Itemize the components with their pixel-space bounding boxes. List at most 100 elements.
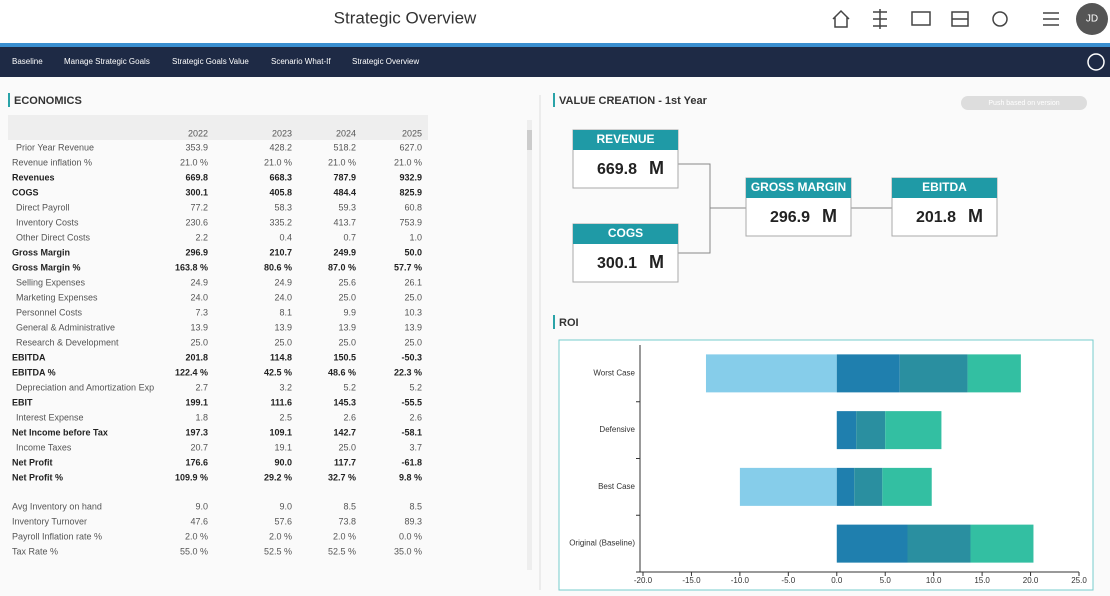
cell: 80.6 % <box>264 262 292 272</box>
bar <box>899 354 968 393</box>
row-label: EBITDA <box>12 352 46 362</box>
y-tick-label: Original (Baseline) <box>569 539 635 548</box>
cell: 8.5 <box>343 501 356 511</box>
nav-item[interactable]: Scenario What-If <box>271 57 331 66</box>
node-label: EBITDA <box>922 180 967 194</box>
menu-icon[interactable] <box>1043 12 1059 26</box>
cell: 296.9 <box>185 247 208 257</box>
row-label: Marketing Expenses <box>16 292 98 302</box>
cell: 753.9 <box>399 217 422 227</box>
bar <box>885 411 942 450</box>
nav-item[interactable]: Manage Strategic Goals <box>64 57 150 66</box>
cell: 932.9 <box>399 172 422 182</box>
cell: 25.6 <box>338 277 356 287</box>
cell: 25.0 <box>338 442 356 452</box>
nav-item[interactable]: Baseline <box>12 57 43 66</box>
bar <box>907 524 971 563</box>
cell: 59.3 <box>338 202 356 212</box>
card-icon[interactable] <box>911 11 931 26</box>
page-title: Strategic Overview <box>334 8 477 27</box>
cell: 199.1 <box>185 397 208 407</box>
home-icon[interactable] <box>832 9 850 28</box>
cell: 300.1 <box>185 187 208 197</box>
bar <box>967 354 1021 393</box>
cell: 3.2 <box>279 382 292 392</box>
cell: 150.5 <box>333 352 356 362</box>
nav-item[interactable]: Strategic Goals Value <box>172 57 249 66</box>
cell: 335.2 <box>269 217 292 227</box>
cell: 57.7 % <box>394 262 422 272</box>
cell: 109.9 % <box>175 472 208 482</box>
cell: 5.2 <box>343 382 356 392</box>
row-label: Revenues <box>12 172 55 182</box>
cell: 22.3 % <box>394 367 422 377</box>
cell: 25.0 <box>190 337 208 347</box>
cell: 109.1 <box>269 427 292 437</box>
bar <box>836 411 857 450</box>
row-label: General & Administrative <box>16 322 115 332</box>
cell: 353.9 <box>185 142 208 152</box>
scrollbar <box>527 120 532 570</box>
row-label: Inventory Turnover <box>12 516 87 526</box>
row-label: Net Profit % <box>12 472 63 482</box>
cell: 73.8 <box>338 516 356 526</box>
cell: 24.9 <box>190 277 208 287</box>
cell: 57.6 <box>274 516 292 526</box>
cell: 2.2 <box>195 232 208 242</box>
cell: 413.7 <box>333 217 356 227</box>
cell: 2.0 % <box>269 531 292 541</box>
nav-item[interactable]: Strategic Overview <box>352 57 419 66</box>
section-title: VALUE CREATION - 1st Year <box>559 95 708 107</box>
cell: -55.5 <box>401 397 422 407</box>
cell: 9.0 <box>279 501 292 511</box>
cell: 42.5 % <box>264 367 292 377</box>
cell: 89.3 <box>404 516 422 526</box>
cell: 55.0 % <box>180 546 208 556</box>
avatar[interactable] <box>1076 3 1108 35</box>
scroll-thumb[interactable] <box>527 130 532 150</box>
info-icon[interactable] <box>1087 53 1105 71</box>
org-icon[interactable] <box>951 11 969 27</box>
cell: 405.8 <box>269 187 292 197</box>
hierarchy-icon[interactable] <box>873 9 887 29</box>
row-label: COGS <box>12 187 39 197</box>
cell: 2.0 % <box>185 531 208 541</box>
cell: 142.7 <box>333 427 356 437</box>
row-label: Research & Development <box>16 337 119 347</box>
bar <box>856 411 886 450</box>
cell: 668.3 <box>269 172 292 182</box>
row-label: Net Profit <box>12 457 53 467</box>
column-header: 2023 <box>272 128 292 138</box>
node-label: REVENUE <box>596 132 654 146</box>
cell: 13.9 <box>404 322 422 332</box>
section-title: ROI <box>559 317 579 329</box>
cell: 24.9 <box>274 277 292 287</box>
node-header <box>892 178 997 198</box>
cell: 24.0 <box>190 292 208 302</box>
cell: 2.6 <box>343 412 356 422</box>
cell: 3.7 <box>409 442 422 452</box>
node-header <box>573 130 678 150</box>
cell: 77.2 <box>190 202 208 212</box>
cell: 2.0 % <box>333 531 356 541</box>
cell: 58.3 <box>274 202 292 212</box>
x-tick-label: 25.0 <box>1071 576 1087 585</box>
cell: 25.0 <box>404 292 422 302</box>
node-value: 296.9 <box>770 209 810 226</box>
cell: 90.0 <box>274 457 292 467</box>
node-unit: M <box>822 206 837 226</box>
cell: 25.0 <box>338 292 356 302</box>
y-tick-label: Worst Case <box>593 368 635 377</box>
column-header: 2025 <box>402 128 422 138</box>
cell: 197.3 <box>185 427 208 437</box>
row-label: EBIT <box>12 397 33 407</box>
cell: 47.6 <box>190 516 208 526</box>
cell: 428.2 <box>269 142 292 152</box>
cell: 787.9 <box>333 172 356 182</box>
cell: 163.8 % <box>175 262 208 272</box>
row-label: Gross Margin <box>12 247 70 257</box>
chat-icon[interactable] <box>992 11 1008 27</box>
push-button[interactable] <box>961 96 1087 110</box>
bar <box>836 467 855 506</box>
